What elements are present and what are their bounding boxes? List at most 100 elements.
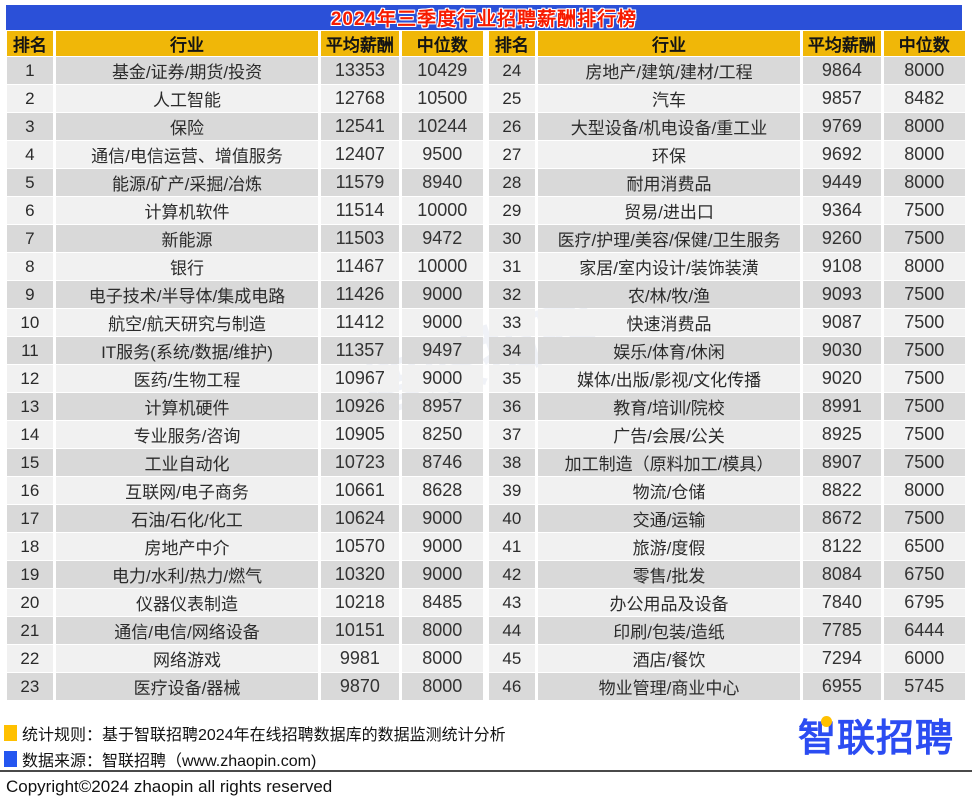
median-cell: 8000 — [401, 645, 483, 672]
median-cell: 8940 — [401, 169, 483, 196]
median-cell: 9000 — [401, 365, 483, 392]
median-cell: 7500 — [883, 197, 965, 224]
median-cell: 8000 — [401, 673, 483, 700]
median-cell: 9000 — [401, 505, 483, 532]
median-cell: 8628 — [401, 477, 483, 504]
rank-cell: 6 — [7, 197, 53, 224]
industry-cell: 医疗设备/器械 — [55, 673, 319, 700]
avg-salary-cell: 11426 — [321, 281, 399, 308]
rank-cell: 41 — [489, 533, 535, 560]
table-row: 21 通信/电信/网络设备 10151 8000 — [7, 617, 483, 644]
industry-cell: 交通/运输 — [537, 505, 801, 532]
industry-cell: IT服务(系统/数据/维护) — [55, 337, 319, 364]
column-header: 中位数 — [401, 31, 483, 56]
industry-cell: 医疗/护理/美容/保健/卫生服务 — [537, 225, 801, 252]
median-cell: 10500 — [401, 85, 483, 112]
salary-table-left: 排名 行业 平均薪酬 中位数 1 基金/证券/期货/投资 13353 10429 2 人工智能 1… — [4, 30, 486, 701]
industry-cell: 电子技术/半导体/集成电路 — [55, 281, 319, 308]
table-row: 38 加工制造（原料加工/模具） 8907 7500 — [489, 449, 965, 476]
ranking-tables: 排名 行业 平均薪酬 中位数 1 基金/证券/期货/投资 13353 10429 2 人工智能 1… — [4, 30, 968, 701]
rank-cell: 32 — [489, 281, 535, 308]
industry-cell: 加工制造（原料加工/模具） — [537, 449, 801, 476]
avg-salary-cell: 8925 — [803, 421, 881, 448]
rank-cell: 18 — [7, 533, 53, 560]
table-row: 15 工业自动化 10723 8746 — [7, 449, 483, 476]
rank-cell: 23 — [7, 673, 53, 700]
avg-salary-cell: 13353 — [321, 57, 399, 84]
avg-salary-cell: 9857 — [803, 85, 881, 112]
rank-cell: 16 — [7, 477, 53, 504]
title-bar: 2024年三季度行业招聘薪酬排行榜 — [6, 5, 962, 30]
avg-salary-cell: 7840 — [803, 589, 881, 616]
table-row: 13 计算机硬件 10926 8957 — [7, 393, 483, 420]
median-cell: 7500 — [883, 337, 965, 364]
table-row: 19 电力/水利/热力/燃气 10320 9000 — [7, 561, 483, 588]
industry-cell: 仪器仪表制造 — [55, 589, 319, 616]
avg-salary-cell: 9093 — [803, 281, 881, 308]
industry-cell: 专业服务/咨询 — [55, 421, 319, 448]
table-row: 24 房地产/建筑/建材/工程 9864 8000 — [489, 57, 965, 84]
column-header: 平均薪酬 — [803, 31, 881, 56]
statistic-rule-text: 统计规则：基于智联招聘2024年在线招聘数据库的数据监测统计分析 — [22, 727, 506, 744]
rank-cell: 33 — [489, 309, 535, 336]
avg-salary-cell: 8122 — [803, 533, 881, 560]
table-row: 31 家居/室内设计/装饰装潢 9108 8000 — [489, 253, 965, 280]
data-source-text: 数据来源：智联招聘（www.zhaopin.com) — [22, 753, 317, 770]
avg-salary-cell: 12407 — [321, 141, 399, 168]
table-row: 5 能源/矿产/采掘/冶炼 11579 8940 — [7, 169, 483, 196]
rank-cell: 24 — [489, 57, 535, 84]
legend-data-source: 数据来源：智联招聘（www.zhaopin.com) — [4, 747, 316, 771]
median-cell: 8000 — [883, 169, 965, 196]
rank-cell: 12 — [7, 365, 53, 392]
industry-cell: 通信/电信/网络设备 — [55, 617, 319, 644]
copyright-text: Copyright©2024 zhaopin all rights reserv… — [6, 777, 333, 796]
avg-salary-cell: 11503 — [321, 225, 399, 252]
rank-cell: 30 — [489, 225, 535, 252]
rank-cell: 44 — [489, 617, 535, 644]
industry-cell: 酒店/餐饮 — [537, 645, 801, 672]
table-row: 3 保险 12541 10244 — [7, 113, 483, 140]
column-header: 行业 — [537, 31, 801, 56]
avg-salary-cell: 8907 — [803, 449, 881, 476]
table-header-row: 排名 行业 平均薪酬 中位数 — [7, 31, 483, 56]
median-cell: 8250 — [401, 421, 483, 448]
median-cell: 8000 — [883, 113, 965, 140]
industry-cell: 大型设备/机电设备/重工业 — [537, 113, 801, 140]
rank-cell: 39 — [489, 477, 535, 504]
industry-cell: 办公用品及设备 — [537, 589, 801, 616]
page-title: 2024年三季度行业招聘薪酬排行榜 — [330, 9, 638, 30]
table-row: 39 物流/仓储 8822 8000 — [489, 477, 965, 504]
industry-cell: 新能源 — [55, 225, 319, 252]
rank-cell: 3 — [7, 113, 53, 140]
table-row: 37 广告/会展/公关 8925 7500 — [489, 421, 965, 448]
avg-salary-cell: 11467 — [321, 253, 399, 280]
industry-cell: 网络游戏 — [55, 645, 319, 672]
rank-cell: 26 — [489, 113, 535, 140]
median-cell: 10244 — [401, 113, 483, 140]
table-row: 8 银行 11467 10000 — [7, 253, 483, 280]
table-row: 23 医疗设备/器械 9870 8000 — [7, 673, 483, 700]
industry-cell: 房地产/建筑/建材/工程 — [537, 57, 801, 84]
avg-salary-cell: 9449 — [803, 169, 881, 196]
median-cell: 5745 — [883, 673, 965, 700]
rank-cell: 29 — [489, 197, 535, 224]
industry-cell: 家居/室内设计/装饰装潢 — [537, 253, 801, 280]
avg-salary-cell: 10570 — [321, 533, 399, 560]
table-row: 40 交通/运输 8672 7500 — [489, 505, 965, 532]
table-row: 4 通信/电信运营、增值服务 12407 9500 — [7, 141, 483, 168]
avg-salary-cell: 9981 — [321, 645, 399, 672]
avg-salary-cell: 11579 — [321, 169, 399, 196]
industry-cell: 贸易/进出口 — [537, 197, 801, 224]
legend-statistic-rule: 统计规则：基于智联招聘2024年在线招聘数据库的数据监测统计分析 — [4, 721, 506, 745]
rank-cell: 40 — [489, 505, 535, 532]
avg-salary-cell: 7294 — [803, 645, 881, 672]
median-cell: 9000 — [401, 561, 483, 588]
rank-cell: 42 — [489, 561, 535, 588]
table-row: 20 仪器仪表制造 10218 8485 — [7, 589, 483, 616]
industry-cell: 通信/电信运营、增值服务 — [55, 141, 319, 168]
median-cell: 8000 — [883, 57, 965, 84]
industry-cell: 工业自动化 — [55, 449, 319, 476]
median-cell: 7500 — [883, 365, 965, 392]
rank-cell: 31 — [489, 253, 535, 280]
avg-salary-cell: 8672 — [803, 505, 881, 532]
